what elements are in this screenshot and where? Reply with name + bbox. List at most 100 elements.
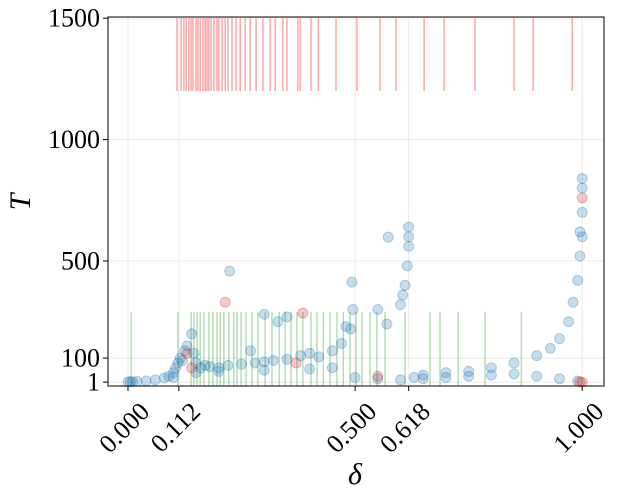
point (181, 340, 193, 352)
point (567, 296, 579, 308)
point (222, 359, 234, 371)
point (172, 357, 184, 369)
point (463, 365, 475, 377)
point (304, 363, 316, 375)
point (576, 231, 588, 243)
point (297, 307, 309, 319)
point (267, 355, 279, 367)
point (440, 372, 452, 384)
point (399, 279, 411, 291)
point (186, 362, 198, 374)
point (281, 353, 293, 365)
point (181, 347, 193, 359)
point (179, 345, 191, 357)
point (563, 316, 575, 328)
point (167, 372, 179, 384)
point (258, 356, 270, 368)
point (219, 296, 231, 308)
point (544, 342, 556, 354)
point (188, 347, 200, 359)
point (213, 362, 225, 374)
point (122, 376, 134, 388)
point (124, 376, 136, 388)
point (576, 172, 588, 184)
point (574, 250, 586, 262)
point (553, 373, 565, 385)
point (403, 240, 415, 252)
point (258, 308, 270, 320)
point (190, 357, 202, 369)
point (372, 370, 384, 382)
y-axis-label: T (4, 191, 37, 210)
point (236, 358, 248, 370)
point (403, 221, 415, 233)
point (576, 206, 588, 218)
point (572, 274, 584, 286)
point (508, 357, 520, 369)
point (531, 370, 543, 382)
point (140, 375, 152, 387)
point (346, 276, 358, 288)
point (403, 231, 415, 243)
y-tick-label: 1 (87, 368, 100, 397)
point (304, 347, 316, 359)
x-tick-label: 0.000 (93, 397, 155, 459)
point (163, 370, 175, 382)
point (395, 299, 407, 311)
point (508, 368, 520, 380)
point (195, 362, 207, 374)
point (574, 226, 586, 238)
point (463, 370, 475, 382)
point (408, 372, 420, 384)
point (372, 304, 384, 316)
point (326, 345, 338, 357)
x-tick-label: 1.000 (548, 397, 610, 459)
point (127, 376, 139, 388)
point (345, 323, 357, 335)
point (485, 362, 497, 374)
point (440, 367, 452, 379)
point (213, 365, 225, 377)
point (199, 359, 211, 371)
point (258, 364, 270, 376)
point (290, 357, 302, 369)
point (485, 369, 497, 381)
plot-frame (107, 16, 605, 387)
point (401, 260, 413, 272)
point (531, 350, 543, 362)
point (349, 372, 361, 384)
point (576, 182, 588, 194)
point (553, 333, 565, 345)
point (249, 357, 261, 369)
point (295, 350, 307, 362)
point (417, 373, 429, 385)
point (149, 374, 161, 386)
point (158, 372, 170, 384)
x-tick-label: 0.112 (145, 397, 206, 458)
point (224, 265, 236, 277)
point (186, 328, 198, 340)
point (576, 192, 588, 204)
point (347, 304, 359, 316)
y-tick-label: 100 (61, 344, 100, 373)
x-axis-label: δ (348, 458, 363, 491)
point (245, 345, 257, 357)
point (576, 376, 588, 388)
point (381, 318, 393, 330)
point (395, 374, 407, 386)
point (382, 231, 394, 243)
x-tick-label: 0.618 (374, 397, 436, 459)
point (417, 369, 429, 381)
point (131, 375, 143, 387)
point (340, 321, 352, 333)
point (372, 373, 384, 385)
point (397, 289, 409, 301)
point (326, 362, 338, 374)
point (174, 352, 186, 364)
x-tick-label: 0.500 (320, 397, 382, 459)
point (190, 367, 202, 379)
point (176, 355, 188, 367)
point (170, 362, 182, 374)
point (335, 338, 347, 350)
